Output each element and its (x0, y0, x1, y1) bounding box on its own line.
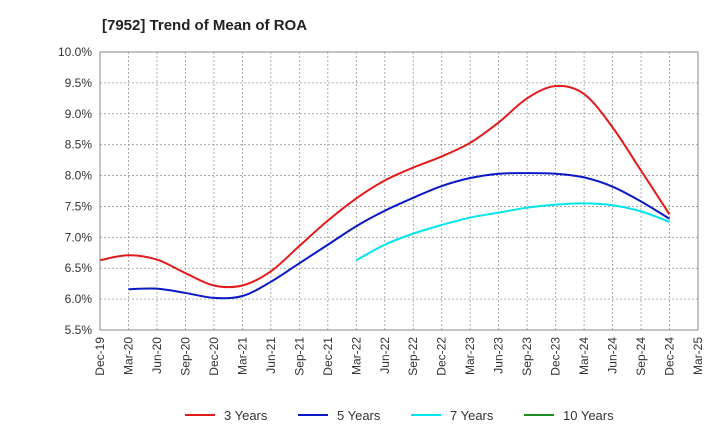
x-tick-label: Sep-24 (634, 337, 648, 376)
x-tick-label: Dec-23 (549, 337, 563, 376)
y-tick-label: 7.0% (65, 230, 93, 244)
legend: 3 Years 5 Years 7 Years 10 Years (185, 408, 614, 423)
legend-label-5-years: 5 Years (337, 408, 381, 423)
x-tick-label: Mar-24 (577, 337, 591, 375)
x-tick-label: Mar-25 (691, 337, 705, 375)
x-tick-label: Mar-22 (349, 337, 363, 375)
series-lines (99, 84, 671, 300)
x-tick-label: Sep-22 (406, 337, 420, 376)
series-line-5-years (128, 172, 671, 300)
x-tick-label: Jun-20 (150, 337, 164, 374)
x-tick-label: Mar-23 (463, 337, 477, 375)
x-tick-label: Sep-23 (520, 337, 534, 376)
y-tick-label: 8.5% (65, 138, 93, 152)
y-tick-label: 5.5% (65, 323, 93, 337)
x-tick-label: Dec-21 (321, 337, 335, 376)
x-tick-label: Dec-22 (435, 337, 449, 376)
x-axis: Dec-19 Mar-20 Jun-20 Sep-20 Dec-20 Mar-21 Jun-… (93, 337, 705, 376)
x-tick-label: Jun-24 (606, 337, 620, 374)
x-tick-label: Mar-21 (235, 337, 249, 375)
x-tick-label: Sep-21 (292, 337, 306, 376)
x-tick-label: Jun-21 (264, 337, 278, 374)
series-line-7-years (355, 202, 670, 262)
legend-label-7-years: 7 Years (450, 408, 494, 423)
y-tick-label: 9.0% (65, 107, 93, 121)
y-tick-label: 7.5% (65, 199, 93, 213)
y-tick-label: 10.0% (58, 45, 92, 59)
x-tick-label: Jun-22 (378, 337, 392, 374)
legend-label-3-years: 3 Years (224, 408, 268, 423)
legend-label-10-years: 10 Years (563, 408, 614, 423)
plot-frame (99, 51, 699, 331)
grid (100, 52, 698, 330)
y-tick-label: 6.0% (65, 292, 93, 306)
y-tick-label: 6.5% (65, 261, 93, 275)
series-line-3-years (99, 84, 671, 289)
y-axis: 5.5% 6.0% 6.5% 7.0% 7.5% 8.0% 8.5% 9.0% 9.5% 10.0… (58, 45, 92, 337)
x-tick-label: Sep-20 (178, 337, 192, 376)
x-tick-label: Dec-19 (93, 337, 107, 376)
x-tick-label: Jun-23 (492, 337, 506, 374)
chart-title: [7952] Trend of Mean of ROA (102, 17, 307, 34)
x-tick-label: Dec-20 (207, 337, 221, 376)
x-tick-label: Dec-24 (663, 337, 677, 376)
y-tick-label: 8.0% (65, 169, 93, 183)
x-tick-label: Mar-20 (121, 337, 135, 375)
y-tick-label: 9.5% (65, 76, 93, 90)
